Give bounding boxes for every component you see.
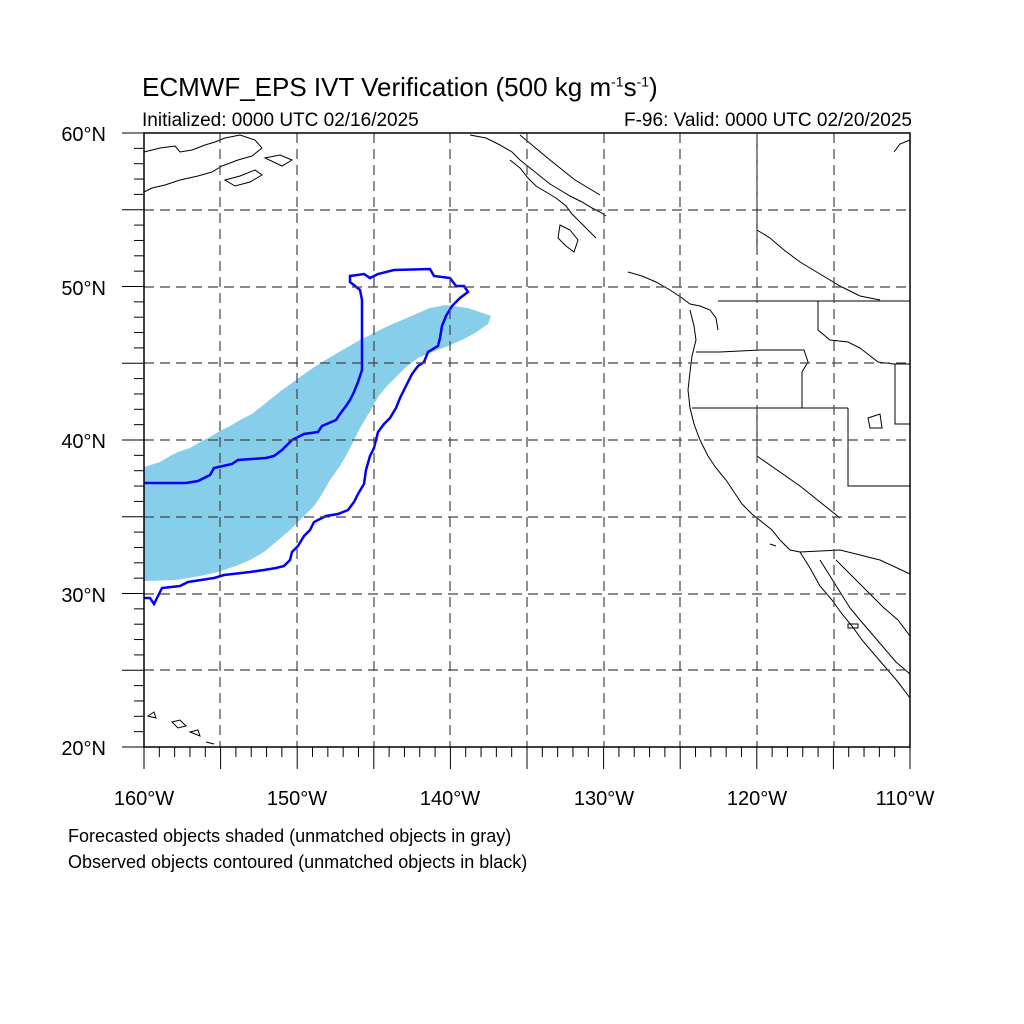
lon-label-140w: 140°W <box>420 788 480 810</box>
footnote-observed: Observed objects contoured (unmatched ob… <box>68 852 528 872</box>
lat-labels: 60°N 50°N 40°N 30°N 20°N <box>61 124 106 760</box>
observed-object <box>144 267 470 607</box>
lat-label-30n: 30°N <box>61 585 106 607</box>
lon-labels: 160°W 150°W 140°W 130°W 120°W 110°W <box>114 788 935 810</box>
lat-label-40n: 40°N <box>61 431 106 453</box>
lon-label-120w: 120°W <box>727 788 787 810</box>
chart-title: ECMWF_EPS IVT Verification (500 kg m-1s-… <box>142 72 658 102</box>
initialized-time: Initialized: 0000 UTC 02/16/2025 <box>142 110 419 131</box>
footnote-forecast: Forecasted objects shaded (unmatched obj… <box>68 826 512 846</box>
lat-lon-grid <box>144 133 910 747</box>
lat-label-50n: 50°N <box>61 278 106 300</box>
lon-label-150w: 150°W <box>267 788 327 810</box>
lat-label-20n: 20°N <box>61 738 106 760</box>
forecast-object <box>144 305 491 581</box>
lon-label-110w: 110°W <box>876 788 935 810</box>
lon-label-130w: 130°W <box>574 788 634 810</box>
valid-time: F-96: Valid: 0000 UTC 02/20/2025 <box>624 110 912 131</box>
lon-label-160w: 160°W <box>114 788 174 810</box>
lat-label-60n: 60°N <box>61 124 106 146</box>
axis-ticks <box>122 132 911 769</box>
